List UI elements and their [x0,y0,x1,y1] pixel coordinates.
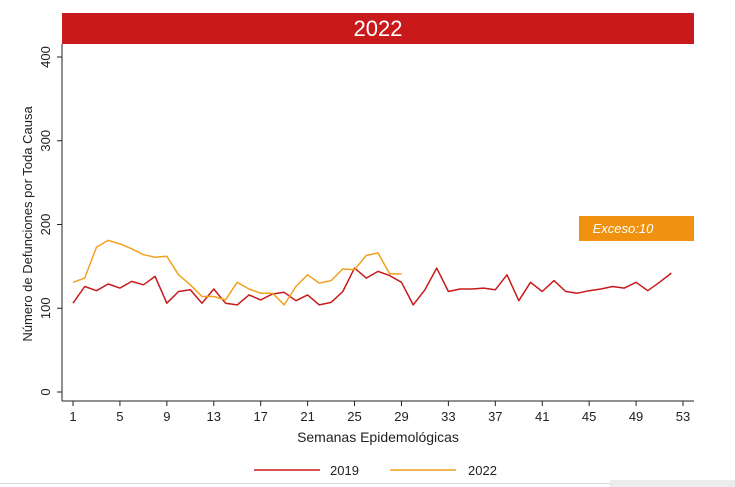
y-tick-label: 400 [38,46,53,68]
y-tick-label: 200 [38,214,53,236]
x-tick-label: 53 [676,409,690,424]
legend-label-2022: 2022 [468,463,497,478]
legend: 2019 2022 [254,463,497,478]
series-line-2019 [72,267,672,306]
title-banner [62,13,694,44]
y-ticks: 0 100 200 300 400 [38,46,62,396]
legend-label-2019: 2019 [330,463,359,478]
y-tick-label: 0 [38,388,53,395]
x-tick-label: 45 [582,409,596,424]
x-tick-label: 9 [163,409,170,424]
x-tick-label: 1 [69,409,76,424]
bottom-corner-panel [610,480,735,487]
x-ticks: 1 5 9 13 17 21 25 29 33 37 41 45 49 53 [69,401,690,424]
x-axis-title: Semanas Epidemológicas [297,429,459,445]
series-layer [72,239,672,306]
series-line-2022 [72,239,402,306]
x-tick-label: 41 [535,409,549,424]
exceso-label: Exceso:10 [593,221,654,236]
x-tick-label: 13 [207,409,221,424]
x-tick-label: 5 [116,409,123,424]
chart-title: 2022 [354,16,403,41]
y-tick-label: 100 [38,297,53,319]
x-tick-label: 25 [347,409,361,424]
x-tick-label: 21 [300,409,314,424]
exceso-badge [579,216,694,241]
y-tick-label: 300 [38,130,53,152]
x-tick-label: 17 [253,409,267,424]
y-axis-title: Número de Defunciones por Toda Causa [20,106,35,342]
x-tick-label: 29 [394,409,408,424]
x-tick-label: 33 [441,409,455,424]
x-tick-label: 49 [629,409,643,424]
x-tick-label: 37 [488,409,502,424]
